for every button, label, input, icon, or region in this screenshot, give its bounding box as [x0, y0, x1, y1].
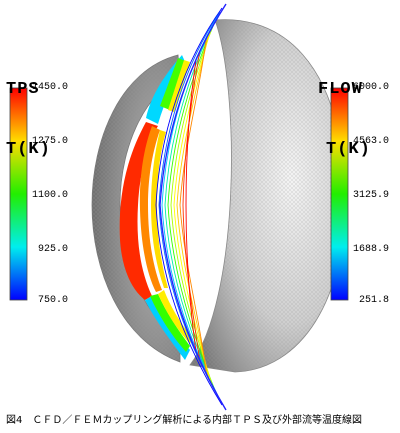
flow-tick-label: 1688.9 [353, 244, 390, 255]
flow-legend-title-line2: T(K) [326, 140, 371, 159]
tps-legend-title: TPS T(K) [6, 40, 51, 180]
tps-temperature-field [119, 55, 192, 360]
tps-tick-label: 1450.0 [32, 82, 69, 93]
vehicle-body [189, 19, 346, 373]
flow-tick-label: 3125.9 [353, 190, 390, 201]
tps-tick-label: 925.0 [38, 244, 69, 255]
tps-tick-label: 1275.0 [32, 136, 69, 147]
figure-caption: 図4 ＣＦＤ／ＦＥＭカップリング解析による内部ＴＰＳ及び外部流等温度線図 [6, 415, 363, 426]
flow-tick-label: 4563.0 [353, 136, 390, 147]
flow-isotherms [155, 3, 227, 411]
tps-tick-label: 750.0 [38, 295, 69, 306]
tps-tick-label: 1100.0 [32, 190, 69, 201]
tps-legend-title-line1: TPS [6, 80, 40, 99]
flow-legend-title: FLOW T(K) [318, 40, 371, 180]
tps-legend-title-line2: T(K) [6, 140, 51, 159]
tps-shell [91, 54, 181, 363]
tps-colorbar [9, 87, 28, 301]
flow-colorbar [330, 87, 349, 301]
flow-legend-title-line1: FLOW [318, 80, 363, 99]
flow-tick-label: 6000.0 [353, 82, 390, 93]
flow-tick-label: 251.8 [359, 295, 390, 306]
